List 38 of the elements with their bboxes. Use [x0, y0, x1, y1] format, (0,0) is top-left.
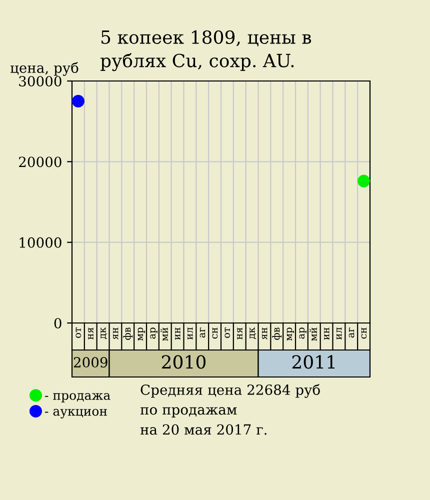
x-tick-label: ар [299, 328, 306, 339]
y-tick-label: 30000 [19, 76, 62, 86]
x-tick-label: фв [123, 328, 133, 340]
x-tick-label: аг [200, 328, 206, 338]
x-tick-label: мр [138, 328, 145, 341]
x-tick-label: ин [175, 328, 180, 340]
y-tick-label: 0 [54, 318, 62, 328]
text: на 20 мая 2017 г. [140, 424, 266, 435]
x-tick-label: ил [188, 328, 193, 340]
y-axis-title: цена, руб [10, 62, 78, 76]
legend-label: - продажа [45, 393, 110, 402]
x-tick-label: ар [150, 328, 158, 339]
text: 2009 [74, 357, 108, 368]
y-tick-label: 20000 [19, 156, 62, 168]
y-tick-label: 10000 [20, 237, 62, 248]
x-tick-label: мр [286, 328, 294, 341]
x-tick-label: от [224, 328, 230, 338]
x-tick-label: ил [336, 328, 342, 340]
text: по продажам [140, 407, 237, 418]
text: 2011 [292, 355, 335, 369]
x-tick-label: сн [212, 328, 218, 339]
legend-label: - аукцион [45, 408, 107, 418]
x-tick-label: ня [88, 328, 94, 340]
x-tick-label: мй [310, 328, 317, 341]
text: Средняя цена 22684 руб [140, 384, 320, 398]
x-tick-label: дк [100, 327, 108, 339]
x-tick-label: мй [160, 328, 168, 341]
x-tick-label: фв [272, 328, 282, 340]
x-tick-label: ян [113, 328, 118, 340]
text: 2010 [162, 355, 206, 369]
x-tick-label: аг [348, 328, 354, 338]
x-tick-label: ян [262, 328, 268, 340]
x-tick-label: ин [324, 328, 330, 340]
x-tick-label: от [76, 328, 82, 338]
x-tick-label: сн [361, 328, 367, 339]
x-tick-label: ня [237, 328, 242, 340]
x-tick-label: дк [250, 327, 256, 339]
chart-title: 5 копеек 1809, цены в рублях Cu, сохр. AU. [100, 30, 312, 72]
